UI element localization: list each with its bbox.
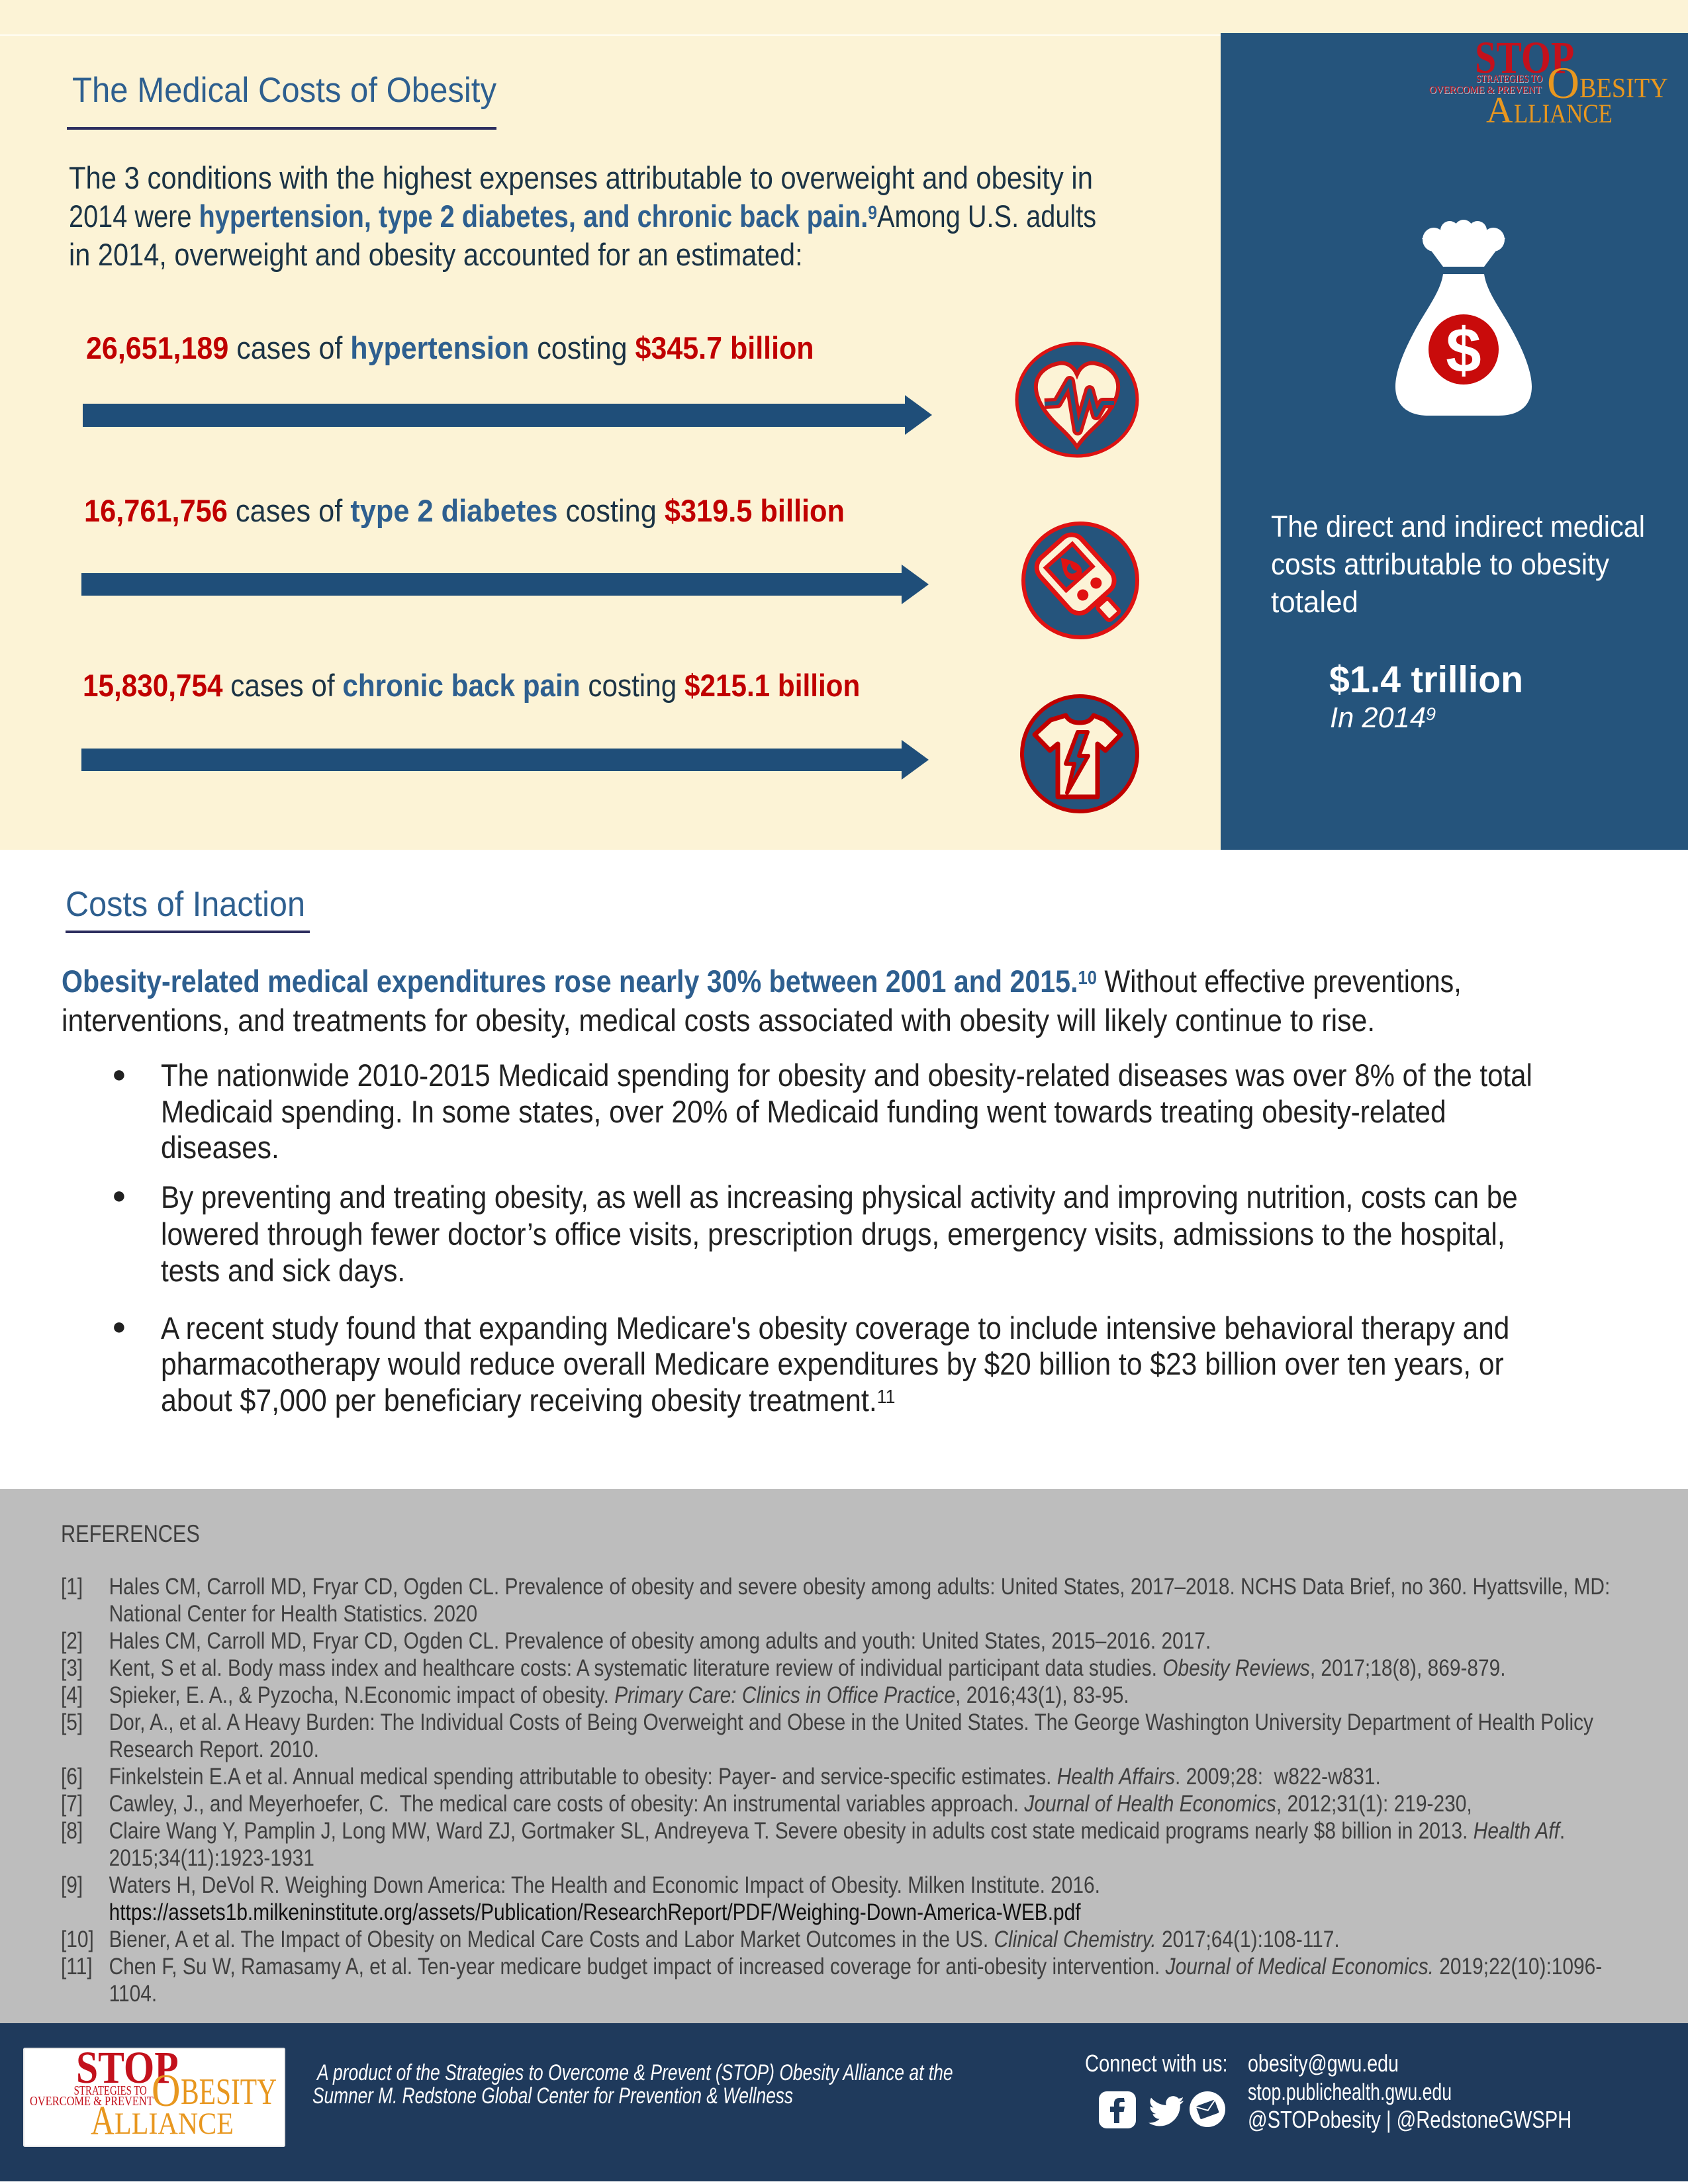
svg-text:$: $ bbox=[1446, 315, 1481, 386]
